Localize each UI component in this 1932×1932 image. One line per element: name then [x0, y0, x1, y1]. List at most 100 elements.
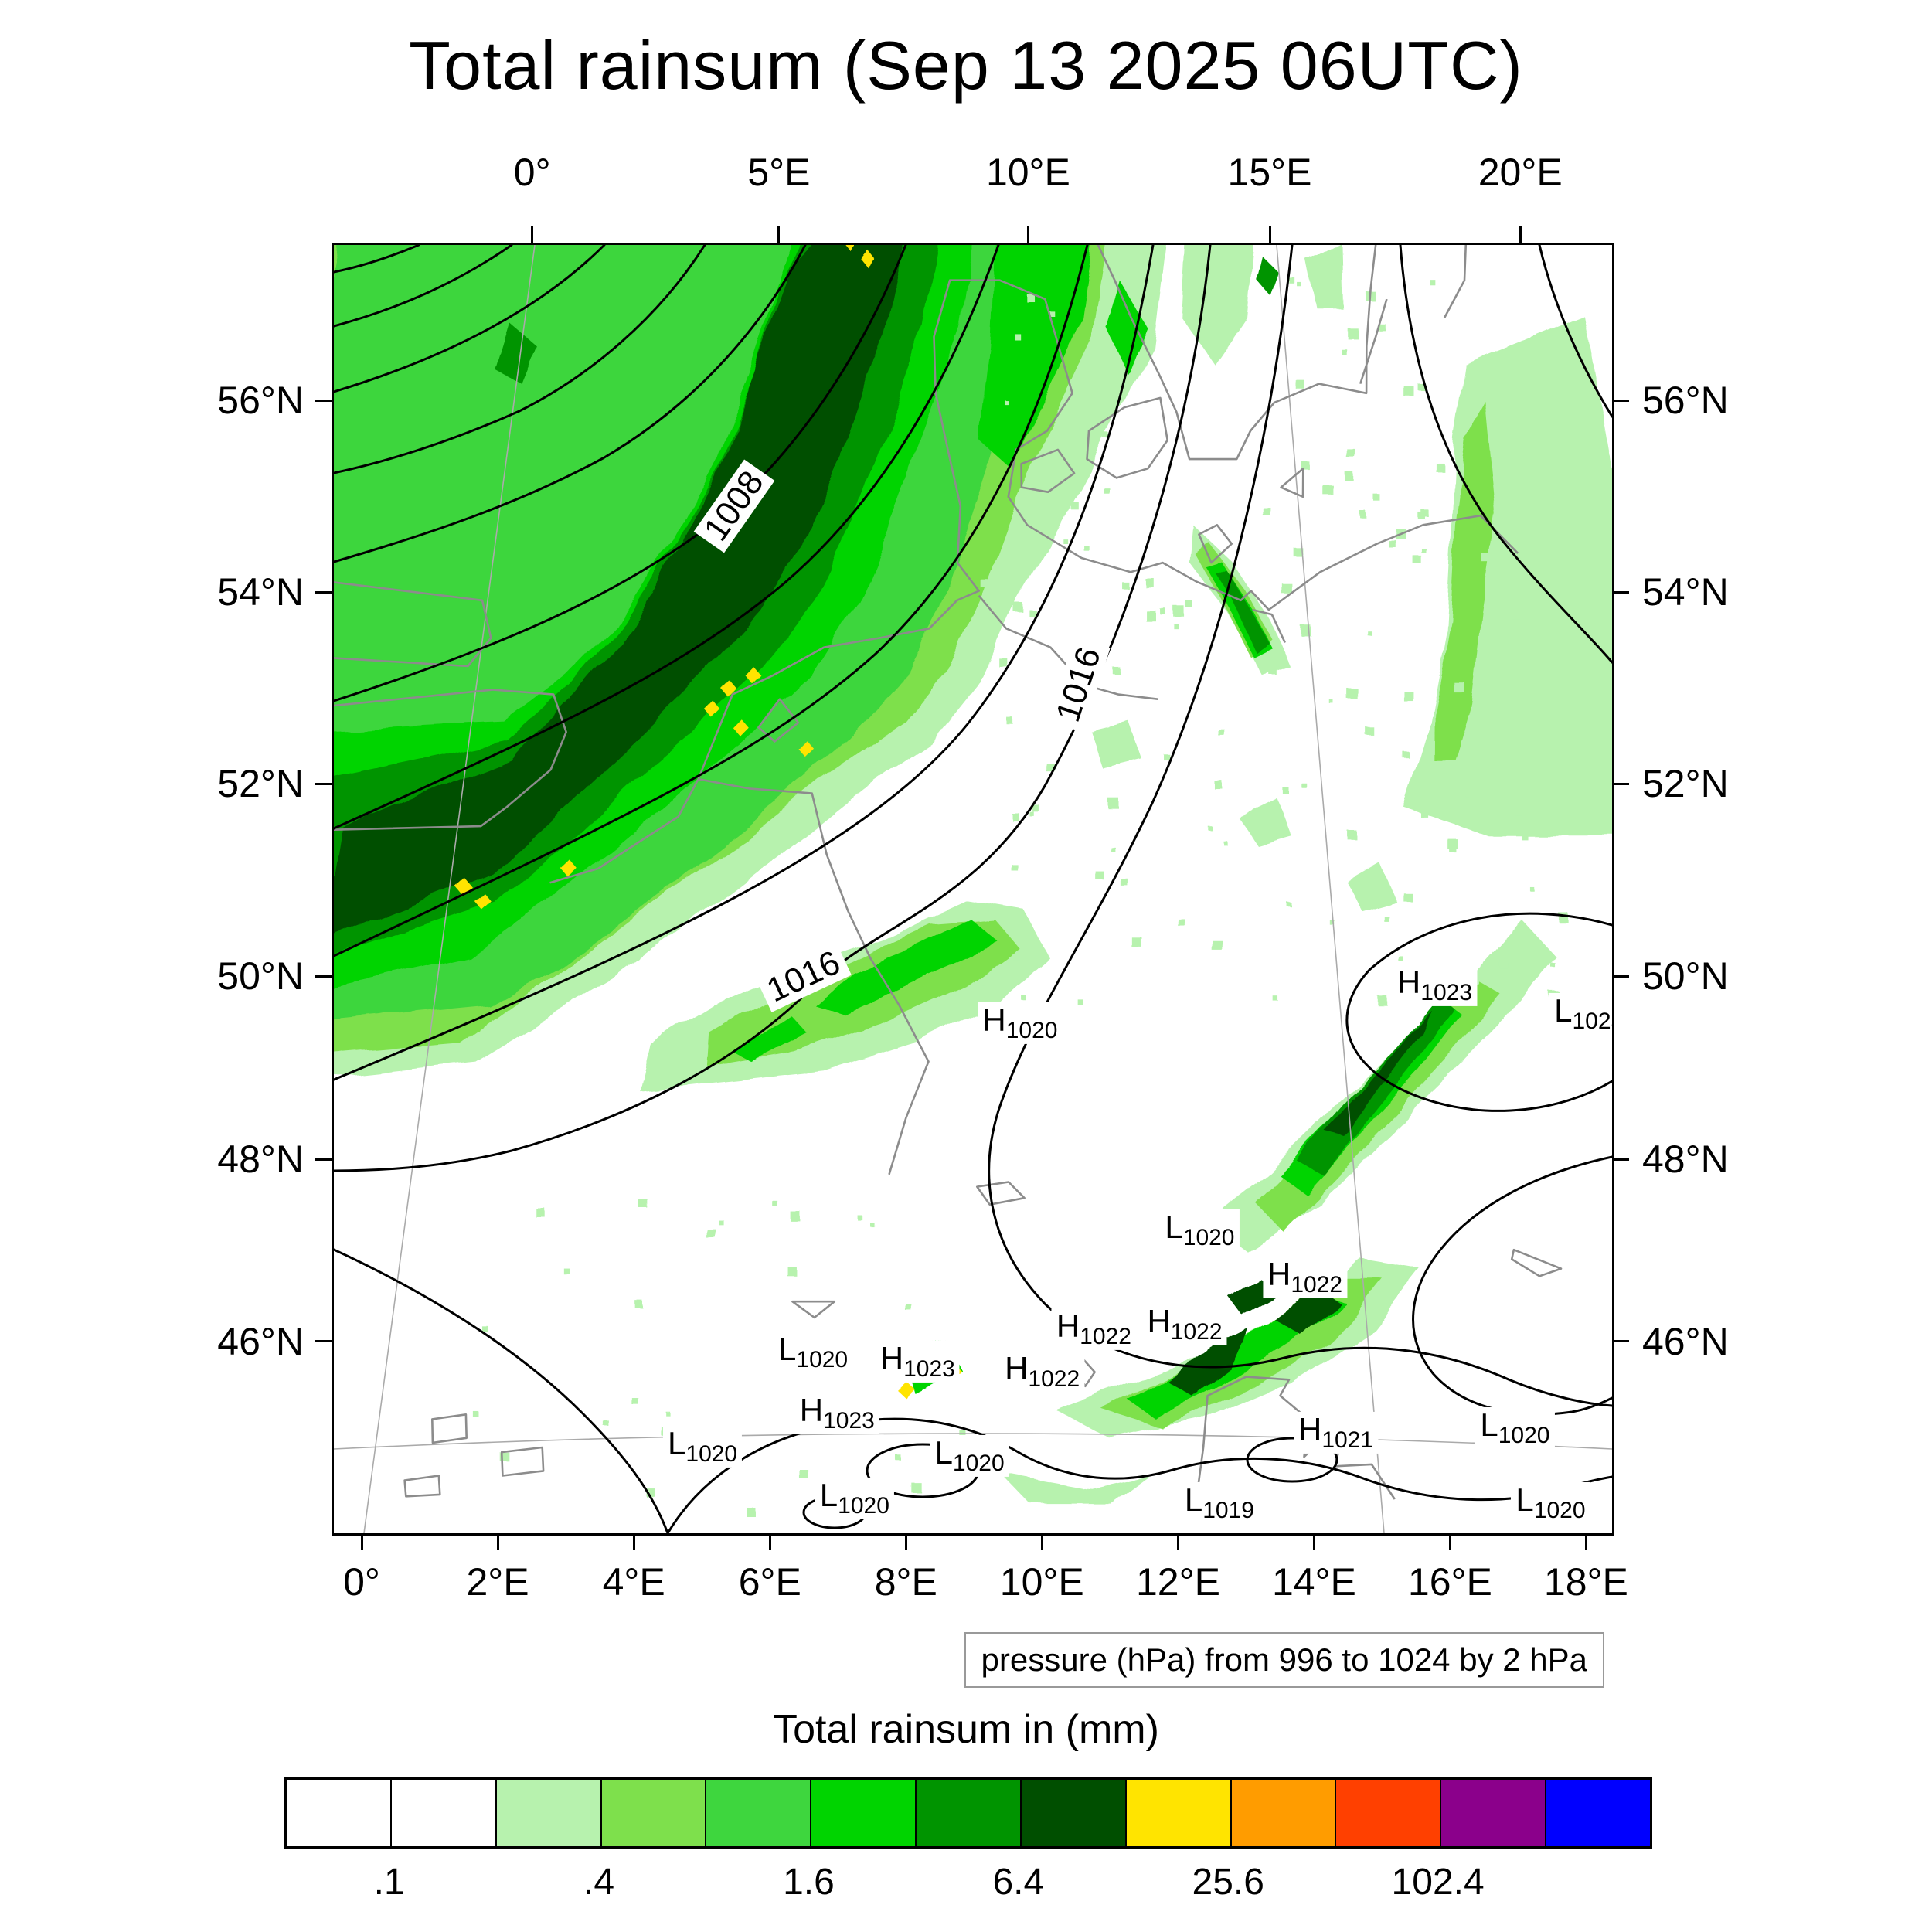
rain-area-extreme	[474, 893, 492, 910]
colorbar-cell	[1545, 1780, 1650, 1846]
axis-tick-left	[315, 1158, 332, 1161]
axis-tick-left	[315, 1340, 332, 1343]
pressure-center-letter: H	[1005, 1349, 1029, 1386]
axis-tick-top	[1519, 226, 1522, 243]
rain-field	[334, 245, 1612, 1517]
pressure-center-label: L1020	[774, 1332, 853, 1374]
pressure-center-value: 1020	[1182, 1224, 1235, 1250]
coastline	[1195, 1376, 1396, 1505]
colorbar-tick-label: 1.6	[783, 1862, 835, 1903]
rain-speckle	[1212, 940, 1223, 951]
pressure-center-value: 1023	[823, 1408, 875, 1434]
pressure-center-label: H1020	[978, 1002, 1063, 1044]
pressure-center-label: L1020	[1160, 1209, 1240, 1251]
axis-tick-bottom	[1312, 1533, 1315, 1550]
coastline	[1252, 608, 1286, 644]
rain-area	[1325, 1009, 1431, 1137]
isobar-line	[988, 245, 1612, 1407]
pressure-center-label: H1022	[1142, 1303, 1227, 1345]
rain-speckle	[1349, 832, 1359, 842]
pressure-center-letter: L	[1515, 1481, 1534, 1518]
axis-label-top: 15°E	[1227, 151, 1312, 194]
rain-speckle	[1011, 863, 1018, 870]
isobar-line	[1345, 912, 1612, 1112]
rain-speckle	[1021, 995, 1026, 1000]
pressure-center-value: 1020	[1005, 1017, 1058, 1043]
rain-area-extreme	[745, 667, 761, 685]
rain-speckle	[1399, 957, 1404, 962]
rain-speckle	[1344, 471, 1353, 481]
rain-speckle	[665, 1411, 671, 1417]
axis-tick-top	[1268, 226, 1271, 243]
axis-tick-left	[315, 782, 332, 785]
rain-speckle	[1451, 847, 1458, 855]
rain-area	[1091, 723, 1144, 770]
axis-tick-bottom	[1448, 1533, 1451, 1550]
rain-speckle	[958, 1429, 965, 1436]
pressure-center-letter: L	[1184, 1481, 1203, 1518]
rain-speckle	[1301, 783, 1307, 788]
isobar-line	[334, 1248, 669, 1533]
coastline	[549, 279, 1519, 884]
isobar-line	[334, 245, 1155, 1081]
axis-tick-top	[531, 226, 534, 243]
pressure-caption-text: pressure (hPa) from 996 to 1024 by 2 hPa	[981, 1641, 1587, 1678]
rain-speckle	[980, 580, 988, 588]
axis-tick-bottom	[496, 1533, 499, 1550]
isobar-line	[334, 245, 420, 274]
axis-label-top: 5°E	[747, 151, 811, 194]
rain-speckle	[893, 1452, 899, 1458]
axis-label-left: 52°N	[217, 762, 304, 806]
pressure-center-label: H1023	[875, 1341, 960, 1383]
rain-speckle	[471, 1410, 478, 1417]
rain-speckle	[1512, 814, 1522, 823]
axis-tick-bottom	[768, 1533, 771, 1550]
axis-tick-bottom	[360, 1533, 363, 1550]
axis-label-left: 50°N	[217, 954, 304, 998]
pressure-center-letter: L	[1480, 1406, 1498, 1443]
axis-tick-left	[315, 590, 332, 594]
rain-speckle	[770, 1199, 777, 1206]
pressure-center-letter: H	[1396, 964, 1421, 1001]
rain-area-extreme	[859, 248, 873, 266]
axis-tick-bottom	[1176, 1533, 1179, 1550]
axis-label-top: 10°E	[985, 151, 1070, 194]
rain-area	[495, 322, 537, 384]
pressure-center-value: 1020	[685, 1440, 738, 1467]
rain-speckle	[981, 980, 985, 985]
colorbar-cell	[1019, 1780, 1125, 1846]
isobar-label: 1008	[693, 459, 775, 553]
rain-speckle	[1185, 600, 1193, 607]
isobar-line	[334, 245, 606, 393]
map-plot: 100810161016H1020H1023L1023L1020H1022H10…	[332, 243, 1614, 1536]
rain-speckle	[502, 1454, 511, 1463]
colorbar-cell	[600, 1780, 706, 1846]
rain-speckle	[719, 1221, 726, 1226]
pressure-center-value: 1020	[1498, 1422, 1550, 1448]
rain-speckle	[1213, 779, 1221, 788]
pressure-center-label: H1023	[1392, 964, 1478, 1007]
rain-area	[1182, 245, 1254, 366]
rain-speckle	[1419, 512, 1426, 520]
rain-speckle	[1144, 577, 1153, 587]
chart-title: Total rainsum (Sep 13 2025 06UTC)	[409, 27, 1523, 104]
rain-speckle	[1284, 900, 1290, 905]
rain-speckle	[1378, 996, 1388, 1006]
colorbar-cell	[1335, 1780, 1440, 1846]
rain-speckle	[1291, 281, 1298, 287]
rain-speckle	[1101, 485, 1107, 492]
coastline	[698, 777, 930, 1175]
pressure-center-label: L1023	[1549, 992, 1612, 1035]
rain-area	[334, 245, 903, 936]
rain-speckle	[1096, 872, 1104, 880]
rain-speckle	[645, 1488, 655, 1497]
rain-speckle	[1177, 917, 1185, 926]
axis-label-bottom: 16°E	[1407, 1560, 1492, 1604]
coastlines	[334, 245, 1563, 1505]
rain-area	[1257, 257, 1282, 299]
rain-speckle	[1269, 667, 1277, 675]
rain-speckle	[1084, 546, 1090, 552]
rain-speckle	[906, 1305, 913, 1312]
rain-speckle	[1464, 796, 1468, 801]
axis-label-left: 48°N	[217, 1138, 304, 1182]
